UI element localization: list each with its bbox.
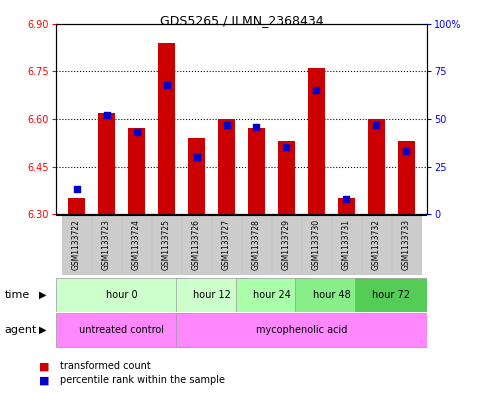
Text: hour 24: hour 24 [253, 290, 290, 300]
Bar [212, 215, 241, 274]
Text: GSM1133727: GSM1133727 [222, 219, 231, 270]
Text: GSM1133725: GSM1133725 [162, 219, 171, 270]
Bar [152, 215, 181, 274]
Bar [368, 119, 385, 214]
Text: GSM1133729: GSM1133729 [282, 219, 291, 270]
Text: ■: ■ [39, 375, 49, 386]
Bar [175, 278, 247, 312]
Text: mycophenolic acid: mycophenolic acid [256, 325, 347, 335]
Bar [56, 278, 187, 312]
Point [342, 196, 350, 202]
Bar [248, 129, 265, 214]
Text: percentile rank within the sample: percentile rank within the sample [60, 375, 226, 386]
Text: ▶: ▶ [39, 290, 46, 300]
Bar [338, 198, 355, 214]
Bar [175, 313, 427, 347]
Point [133, 129, 141, 135]
Bar [62, 215, 91, 274]
Text: GSM1133728: GSM1133728 [252, 219, 261, 270]
Bar [278, 141, 295, 214]
Bar [302, 215, 331, 274]
Point [223, 121, 230, 128]
Bar [68, 198, 85, 214]
Point [403, 148, 411, 154]
Bar [355, 278, 427, 312]
Bar [362, 215, 391, 274]
Text: GSM1133733: GSM1133733 [402, 219, 411, 270]
Point [193, 154, 200, 160]
Bar [272, 215, 301, 274]
Bar [128, 129, 145, 214]
Text: GSM1133724: GSM1133724 [132, 219, 141, 270]
Bar [56, 313, 187, 347]
Text: transformed count: transformed count [60, 361, 151, 371]
Bar [122, 215, 151, 274]
Text: ▶: ▶ [39, 325, 46, 335]
Bar [392, 215, 421, 274]
Text: time: time [5, 290, 30, 300]
Bar [236, 278, 308, 312]
Text: GSM1133732: GSM1133732 [372, 219, 381, 270]
Text: GSM1133722: GSM1133722 [72, 219, 81, 270]
Text: hour 12: hour 12 [193, 290, 230, 300]
Bar [398, 141, 415, 214]
Text: GDS5265 / ILMN_2368434: GDS5265 / ILMN_2368434 [160, 14, 323, 27]
Text: hour 48: hour 48 [313, 290, 350, 300]
Point [72, 186, 80, 193]
Point [163, 81, 170, 88]
Text: GSM1133731: GSM1133731 [342, 219, 351, 270]
Text: agent: agent [5, 325, 37, 335]
Text: ■: ■ [39, 361, 49, 371]
Bar [332, 215, 361, 274]
Point [372, 121, 380, 128]
Bar [218, 119, 235, 214]
Text: GSM1133726: GSM1133726 [192, 219, 201, 270]
Bar [158, 43, 175, 214]
Bar [308, 68, 325, 214]
Bar [182, 215, 211, 274]
Point [103, 112, 111, 118]
Bar [242, 215, 271, 274]
Point [283, 144, 290, 151]
Bar [98, 112, 115, 214]
Text: GSM1133730: GSM1133730 [312, 219, 321, 270]
Bar [92, 215, 121, 274]
Point [313, 87, 320, 94]
Point [253, 123, 260, 130]
Text: hour 0: hour 0 [106, 290, 137, 300]
Text: hour 72: hour 72 [372, 290, 411, 300]
Bar [296, 278, 368, 312]
Text: GSM1133723: GSM1133723 [102, 219, 111, 270]
Bar [188, 138, 205, 214]
Text: untreated control: untreated control [79, 325, 164, 335]
